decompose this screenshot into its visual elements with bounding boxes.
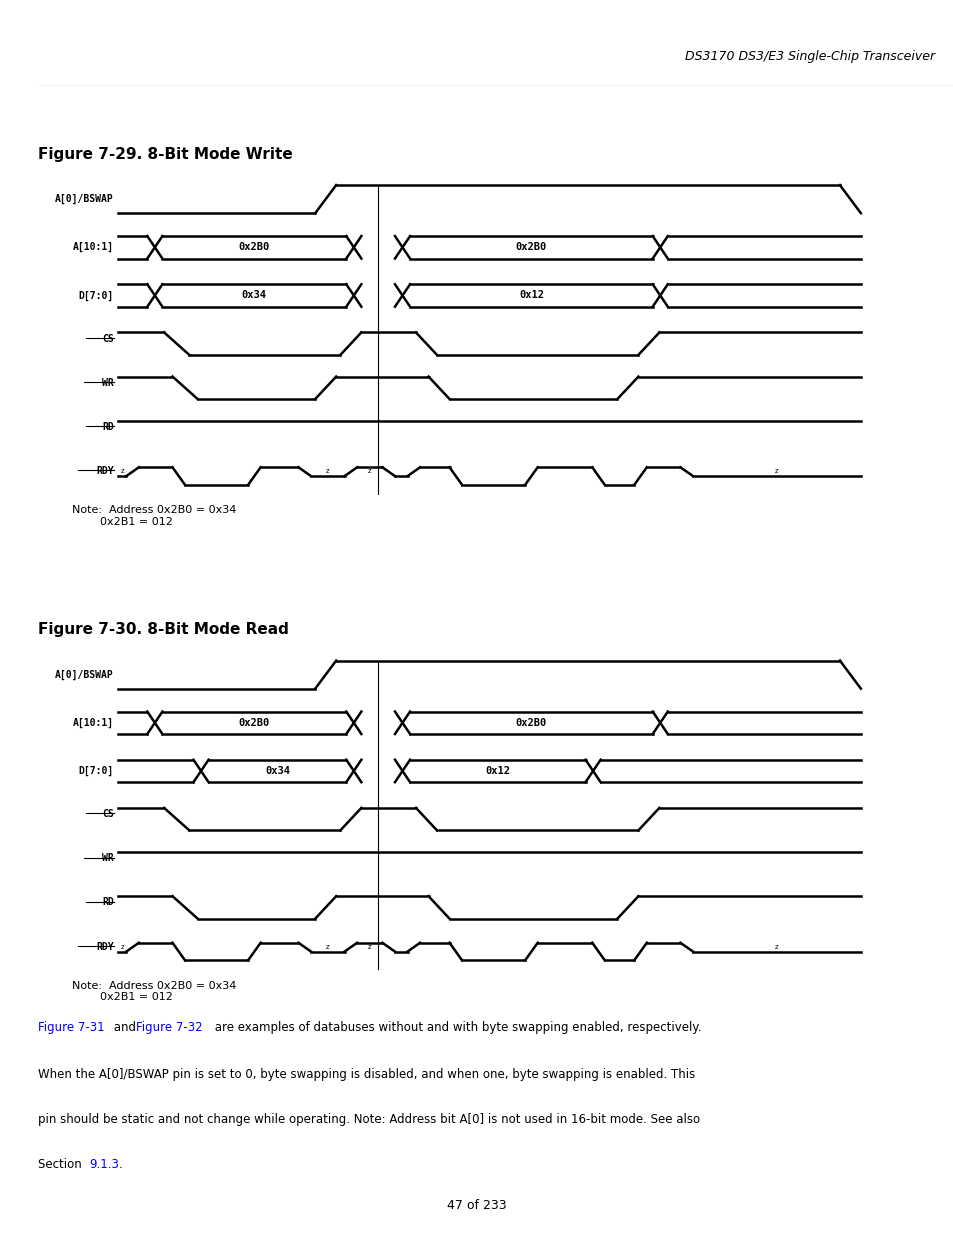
Text: 0x2B0: 0x2B0 [238, 242, 270, 252]
Text: A[10:1]: A[10:1] [72, 242, 113, 252]
Text: are examples of databuses without and with byte swapping enabled, respectively.: are examples of databuses without and wi… [211, 1021, 700, 1035]
Text: Figure 7-29. 8-Bit Mode Write: Figure 7-29. 8-Bit Mode Write [38, 147, 293, 162]
Text: z: z [368, 468, 371, 474]
Text: z: z [120, 944, 124, 950]
Text: A[10:1]: A[10:1] [72, 718, 113, 727]
Text: 47 of 233: 47 of 233 [447, 1199, 506, 1212]
Text: 9.1.3: 9.1.3 [89, 1158, 119, 1171]
Text: z: z [368, 944, 371, 950]
Text: RD: RD [102, 898, 113, 908]
Text: Figure 7-31: Figure 7-31 [38, 1021, 105, 1035]
Text: D[7:0]: D[7:0] [78, 766, 113, 776]
Text: RDY: RDY [96, 941, 113, 951]
Text: RDY: RDY [96, 466, 113, 477]
Text: 0x12: 0x12 [485, 766, 510, 776]
Text: CS: CS [102, 809, 113, 819]
Text: Figure 7-30. 8-Bit Mode Read: Figure 7-30. 8-Bit Mode Read [38, 622, 289, 637]
Text: 0x12: 0x12 [518, 290, 543, 300]
Text: Note:  Address 0x2B0 = 0x34
        0x2B1 = 012: Note: Address 0x2B0 = 0x34 0x2B1 = 012 [71, 981, 236, 1002]
Text: .: . [119, 1158, 123, 1171]
Text: z: z [775, 468, 778, 474]
Text: Section: Section [38, 1158, 86, 1171]
Text: WR: WR [102, 378, 113, 388]
Text: 0x34: 0x34 [241, 290, 267, 300]
Text: CS: CS [102, 333, 113, 343]
Text: 0x2B0: 0x2B0 [516, 718, 546, 727]
Text: z: z [326, 468, 329, 474]
Text: Note:  Address 0x2B0 = 0x34
        0x2B1 = 012: Note: Address 0x2B0 = 0x34 0x2B1 = 012 [71, 505, 236, 526]
Text: Figure 7-32: Figure 7-32 [136, 1021, 203, 1035]
Text: 0x34: 0x34 [265, 766, 290, 776]
Text: pin should be static and not change while operating. Note: Address bit A[0] is n: pin should be static and not change whil… [38, 1113, 700, 1126]
Text: 0x2B0: 0x2B0 [238, 718, 270, 727]
Text: A[0]/BSWAP: A[0]/BSWAP [55, 194, 113, 204]
Text: DS3170 DS3/E3 Single-Chip Transceiver: DS3170 DS3/E3 Single-Chip Transceiver [684, 49, 934, 63]
Text: and: and [110, 1021, 140, 1035]
Text: z: z [326, 944, 329, 950]
Text: WR: WR [102, 853, 113, 863]
Text: D[7:0]: D[7:0] [78, 290, 113, 300]
Text: z: z [120, 468, 124, 474]
Text: RD: RD [102, 422, 113, 432]
Text: z: z [775, 944, 778, 950]
Text: When the A[0]/BSWAP pin is set to 0, byte swapping is disabled, and when one, by: When the A[0]/BSWAP pin is set to 0, byt… [38, 1068, 695, 1081]
Text: 0x2B0: 0x2B0 [516, 242, 546, 252]
Text: A[0]/BSWAP: A[0]/BSWAP [55, 669, 113, 679]
